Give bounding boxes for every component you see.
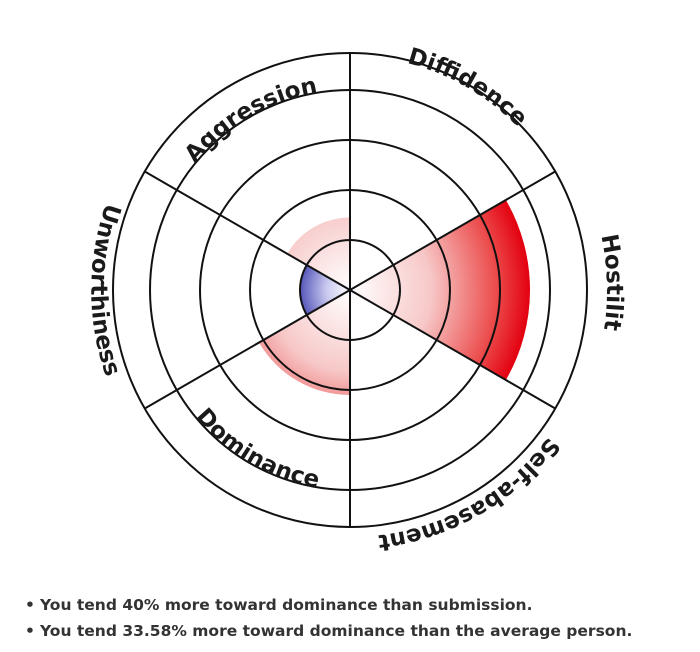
- grid-spoke: [144, 289, 351, 410]
- grid-spoke: [349, 170, 556, 291]
- label-aggression: Aggression: [180, 73, 319, 168]
- chart-wedges: [259, 200, 530, 395]
- note-dominance-vs-average: • You tend 33.58% more toward dominance t…: [20, 618, 632, 644]
- note-text: You tend 40% more toward dominance than …: [40, 596, 533, 614]
- label-dominance: Dominance: [191, 403, 322, 493]
- note-text: You tend 33.58% more toward dominance th…: [40, 622, 633, 640]
- grid-spoke: [144, 170, 351, 291]
- polar-chart: Aggression Diffidence Hostility Self-aba…: [0, 0, 627, 555]
- result-notes: • You tend 40% more toward dominance than…: [20, 592, 632, 644]
- note-dominance-vs-submission: • You tend 40% more toward dominance than…: [20, 592, 632, 618]
- bullet-icon: •: [25, 622, 35, 640]
- wedge-unworthiness: [300, 265, 350, 315]
- wedge-hostility: [350, 200, 530, 380]
- wedge-aggression: [287, 217, 350, 290]
- wedge-dominance: [259, 290, 350, 395]
- label-unworthiness: Unworthiness: [85, 201, 125, 380]
- label-diffidence: Diffidence: [405, 44, 532, 132]
- chart-grid: [112, 52, 588, 528]
- bullet-icon: •: [25, 596, 35, 614]
- grid-spoke: [349, 289, 556, 410]
